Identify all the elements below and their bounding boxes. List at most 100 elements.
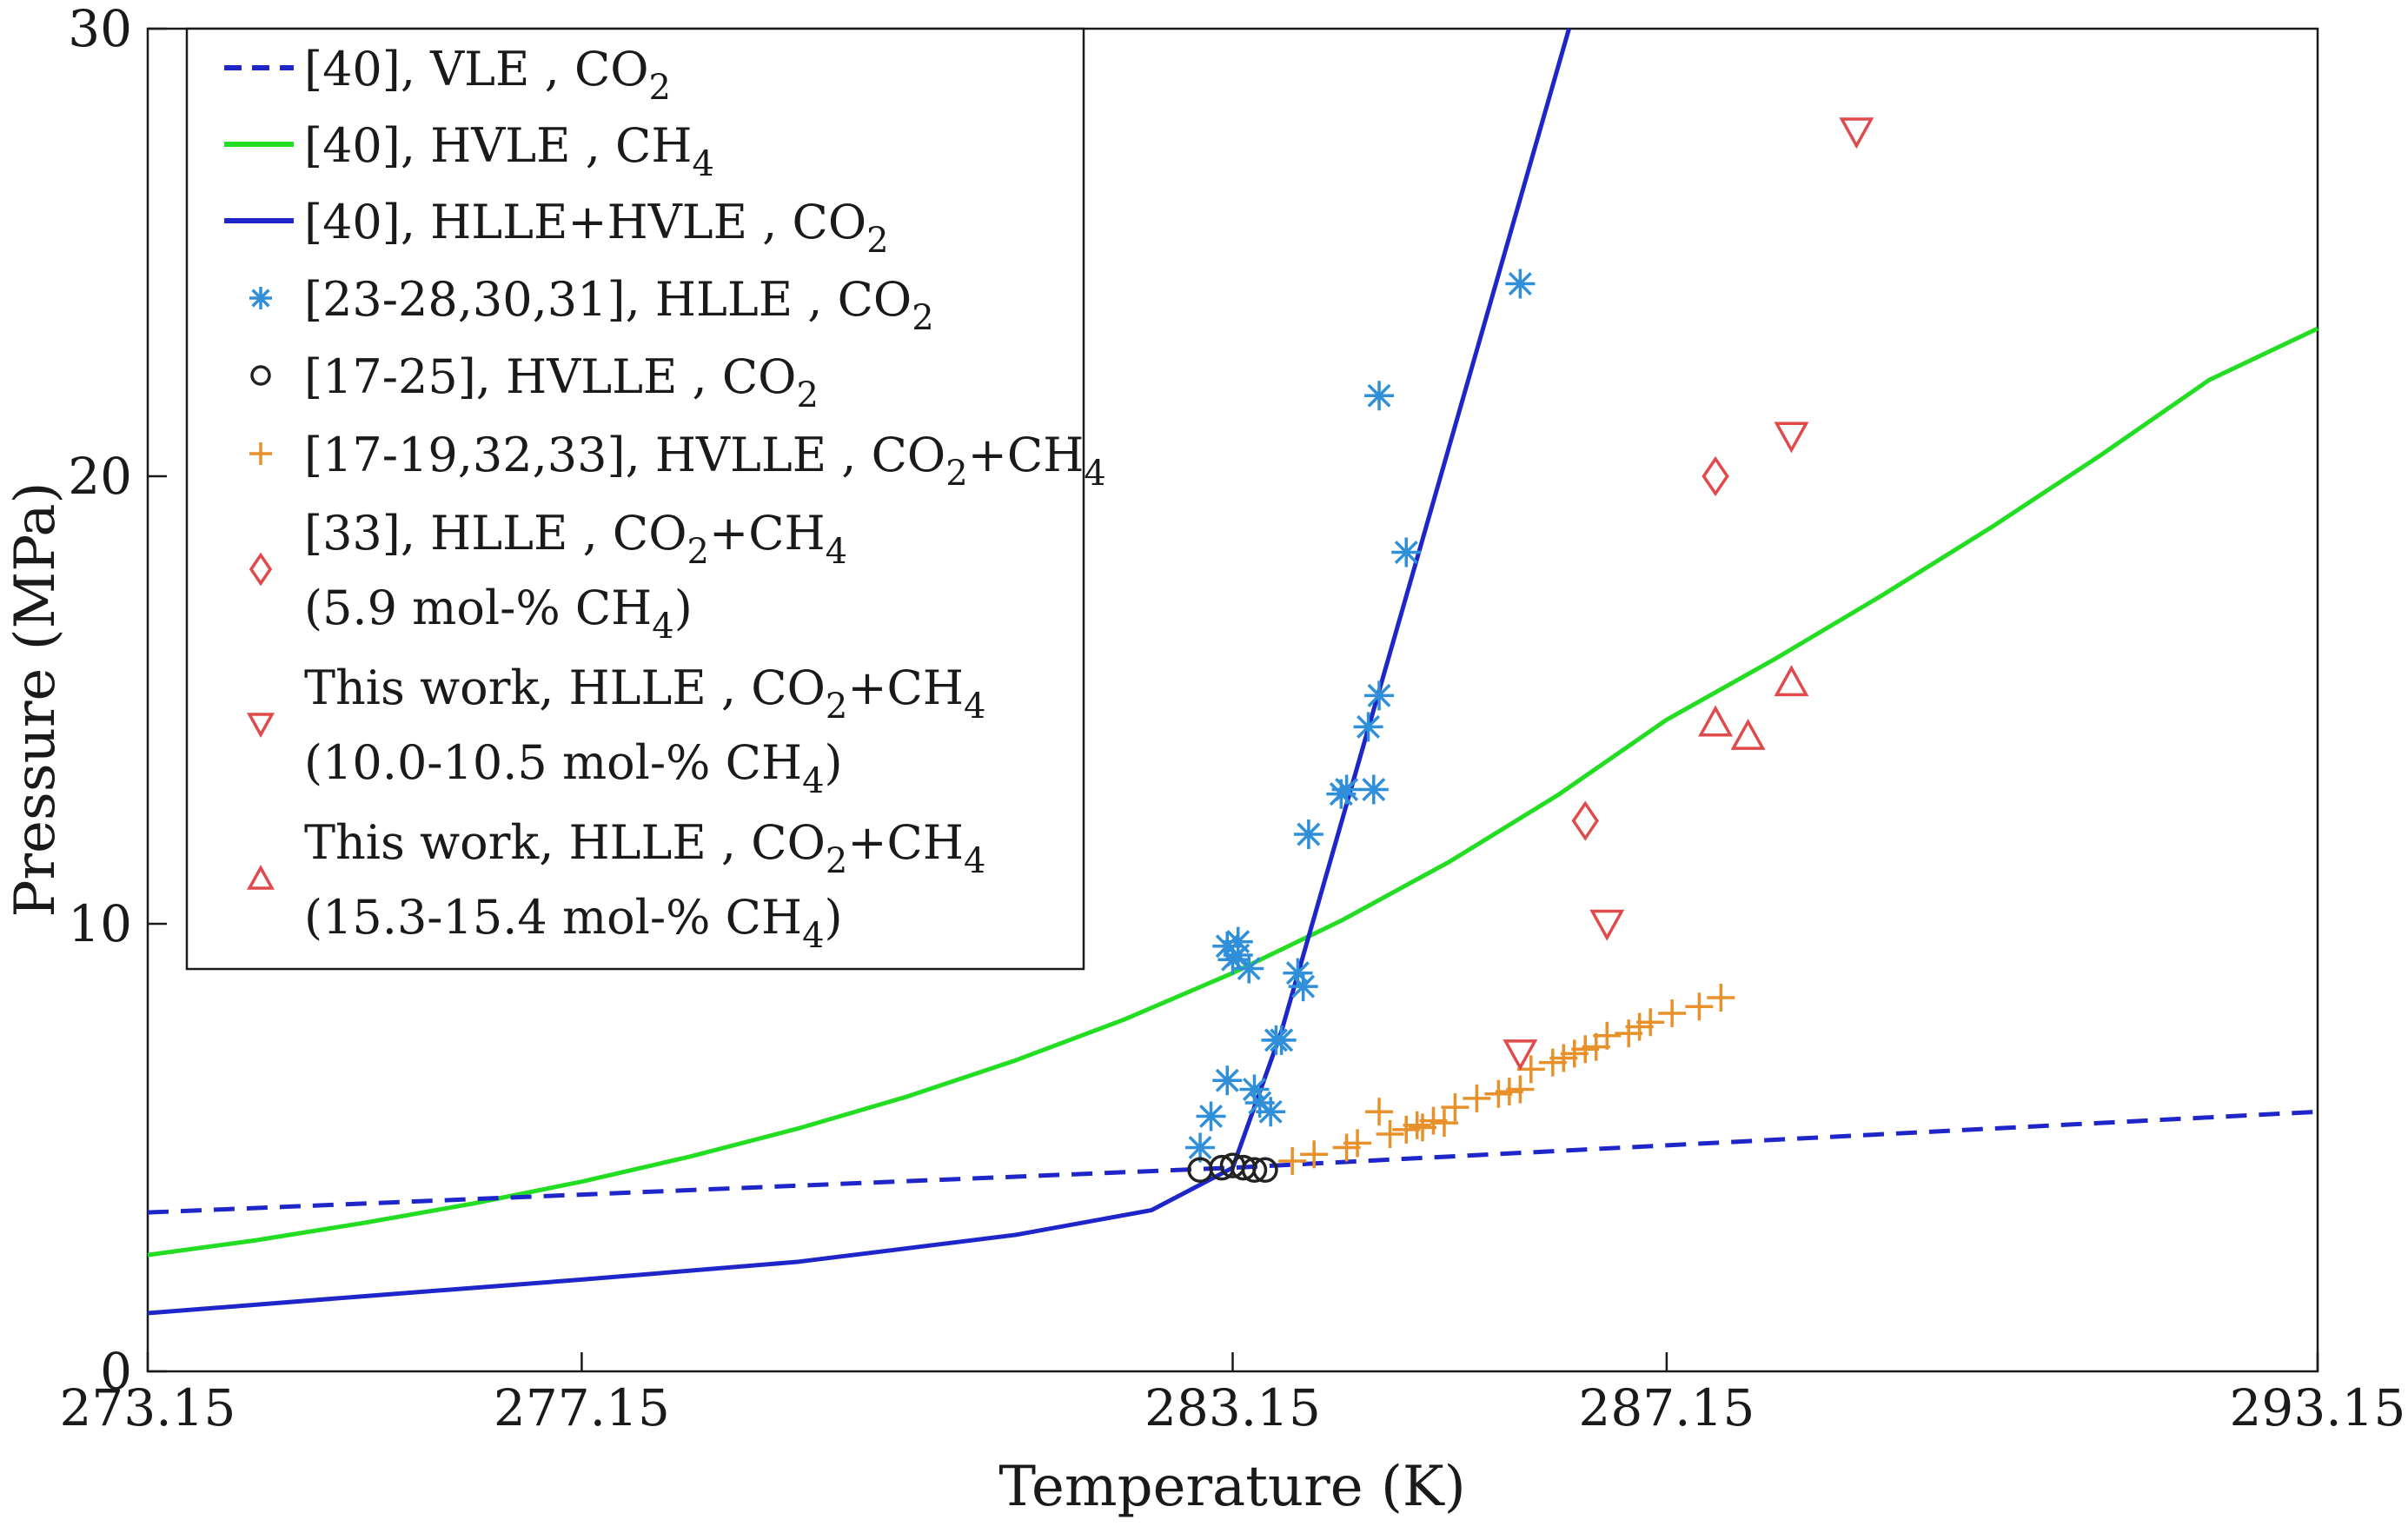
legend-label-part: 4 (826, 532, 847, 572)
data-point-hvlle_mix (1685, 992, 1714, 1021)
data-point-hvlle_mix (1506, 1075, 1535, 1104)
data-point-hlle_co2 (1239, 1074, 1270, 1105)
data-point-hvlle_mix (1430, 1109, 1458, 1138)
legend-label-part: ) (825, 735, 843, 790)
legend-swatch-hlle_100 (247, 713, 275, 738)
data-point-hvlle_mix (1484, 1079, 1513, 1108)
legend-label-part: 4 (692, 144, 713, 184)
data-point-hvlle_mix (1571, 1035, 1600, 1064)
x-tick-label: 287.15 (1578, 1378, 1755, 1437)
legend-label-part: +CH (847, 815, 964, 870)
legend-label: This work, HLLE , CO2+CH4 (304, 815, 985, 881)
legend-label-part: [40], HVLE , CH (304, 118, 692, 173)
data-point-hvlle_mix (1538, 1048, 1567, 1077)
legend-label-part: +CH (847, 660, 964, 715)
legend-label: [17-25], HVLLE , CO2 (304, 349, 819, 415)
legend-label-part: (5.9 mol-% CH (304, 581, 652, 635)
legend-swatch-hvlle_mix (249, 442, 272, 465)
legend-swatch-hlle_59 (249, 552, 273, 587)
data-point-hlle_co2 (1234, 953, 1264, 984)
data-point-hvlle_mix (1495, 1078, 1523, 1106)
x-tick-label: 283.15 (1144, 1378, 1321, 1437)
legend-label: [33], HLLE , CO2+CH4 (304, 506, 847, 572)
legend-label-part: 4 (802, 761, 824, 801)
legend-swatch-hlle_153 (247, 865, 275, 890)
data-point-hlle_co2 (1266, 1025, 1297, 1055)
data-point-hlle_co2 (1331, 774, 1362, 805)
data-point-hvlle_mix (1278, 1146, 1307, 1175)
data-point-hlle_100 (1589, 909, 1625, 941)
legend-label: [40], HVLE , CH4 (304, 118, 714, 184)
data-point-hlle_co2 (1358, 774, 1389, 805)
data-point-hvlle_mix (1560, 1039, 1589, 1068)
data-point-hlle_co2 (1283, 958, 1313, 988)
y-tick-label: 0 (100, 1342, 132, 1401)
legend-label: [17-19,32,33], HVLLE , CO2+CH4 (304, 428, 1106, 494)
legend-label-part: +CH (968, 428, 1085, 482)
y-tick-label: 20 (68, 447, 132, 506)
data-point-hvlle_mix (1516, 1055, 1545, 1084)
data-point-hlle_153 (1774, 665, 1809, 697)
legend-box (185, 27, 1085, 971)
data-point-hlle_co2 (1212, 1065, 1243, 1096)
data-point-hvlle_mix (1300, 1140, 1329, 1169)
legend-label: [40], VLE , CO2 (304, 42, 671, 108)
data-point-hlle_co2 (1185, 1132, 1216, 1163)
series-line-hlle_hvle_co2 (147, 28, 1571, 1316)
data-point-hvlle_mix (1403, 1111, 1431, 1139)
data-point-hvlle_mix (1636, 1008, 1665, 1037)
y-axis-ticks: 0 10 20 30 (68, 0, 167, 1401)
data-point-hvlle_co2 (1252, 1157, 1278, 1183)
legend-label-part: [40], VLE , CO (304, 42, 649, 96)
data-point-hvlle_mix (1408, 1113, 1436, 1142)
y-axis-label: Pressure (MPa) (3, 481, 68, 917)
legend-label: This work, HLLE , CO2+CH4 (304, 660, 985, 727)
data-point-hlle_co2 (1364, 381, 1395, 411)
data-point-hvlle_mix (1376, 1120, 1404, 1149)
x-tick-label: 277.15 (494, 1378, 670, 1437)
legend-label-part: 2 (866, 221, 888, 261)
legend-label-part: 4 (802, 916, 824, 956)
data-point-hlle_153 (1698, 705, 1734, 737)
legend-label: (15.3-15.4 mol-% CH4) (304, 890, 843, 956)
data-point-hlle_co2 (1293, 820, 1323, 849)
legend-label-part: [17-19,32,33], HVLLE , CO (304, 428, 945, 482)
y-tick-label: 30 (68, 0, 132, 58)
legend-label-part: 4 (652, 607, 673, 647)
data-point-hvlle_mix (1549, 1044, 1578, 1072)
legend-label-part: (15.3-15.4 mol-% CH (304, 890, 802, 945)
data-point-hvlle_mix (1625, 1012, 1654, 1041)
data-point-hvlle_mix (1365, 1098, 1394, 1126)
data-point-hlle_co2 (1223, 926, 1253, 957)
data-point-hlle_co2 (1364, 680, 1395, 711)
x-axis-ticks: 273.15 277.15 283.15 287.15 293.15 (60, 1352, 2405, 1437)
legend-label-part: 2 (649, 68, 671, 108)
data-point-hvlle_co2 (1241, 1157, 1268, 1183)
legend-label-part: 2 (945, 454, 967, 494)
data-point-hlle_153 (1730, 718, 1766, 750)
legend-label: [40], HLLE+HVLE , CO2 (304, 195, 889, 261)
legend-label-part: [40], HLLE+HVLE , CO (304, 195, 866, 249)
legend-label-part: (10.0-10.5 mol-% CH (304, 735, 802, 790)
legend-label-part: [17-25], HVLLE , CO (304, 349, 796, 404)
legend-label: [23-28,30,31], HLLE , CO2 (304, 272, 934, 338)
x-axis-label: Temperature (K) (998, 1455, 1465, 1519)
legend-label: (10.0-10.5 mol-% CH4) (304, 735, 843, 801)
data-point-hvlle_mix (1582, 1032, 1610, 1061)
data-point-hvlle_mix (1658, 999, 1687, 1027)
legend-label-part: [23-28,30,31], HLLE , CO (304, 272, 912, 327)
legend-label-part: ) (825, 890, 843, 945)
data-point-hvlle_mix (1392, 1115, 1421, 1144)
legend-label: (5.9 mol-% CH4) (304, 581, 693, 647)
y-tick-label: 10 (68, 894, 132, 953)
data-point-hlle_co2 (1288, 972, 1318, 1002)
data-point-hlle_100 (1839, 117, 1874, 149)
legend-label-part: 4 (1084, 454, 1105, 494)
data-point-hlle_co2 (1391, 537, 1422, 567)
legend-label-part: [33], HLLE , CO (304, 506, 687, 561)
data-point-hvlle_mix (1332, 1133, 1361, 1162)
data-point-hlle_co2 (1353, 712, 1383, 742)
legend-label-part: 2 (826, 687, 847, 727)
legend-label-part: 4 (964, 841, 985, 881)
data-point-hlle_co2 (1196, 1101, 1226, 1132)
